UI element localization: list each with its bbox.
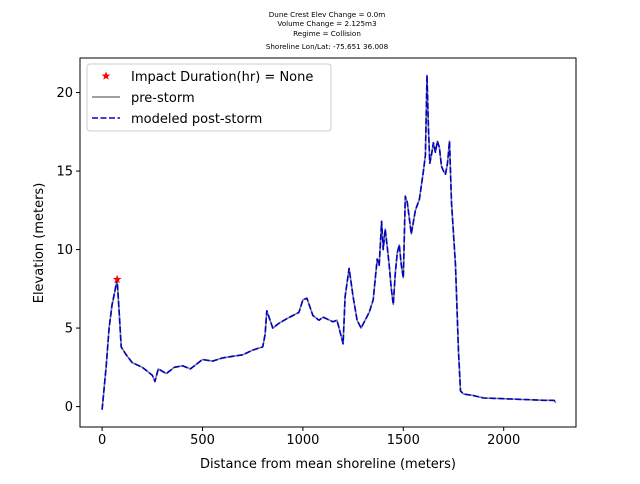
series-line-modeled-post-storm <box>101 74 557 410</box>
legend: Impact Duration(hr) = None pre-storm mod… <box>86 63 332 132</box>
x-tick-label: 500 <box>190 433 215 448</box>
legend-box <box>86 63 332 132</box>
impact-point-marker <box>112 274 122 284</box>
title-line: Shoreline Lon/Lat: -75.651 36.008 <box>266 42 389 51</box>
y-tick-label: 15 <box>56 165 73 180</box>
y-tick-label: 10 <box>56 243 73 258</box>
y-axis-label: Elevation (meters) <box>32 183 47 304</box>
x-axis-label: Distance from mean shoreline (meters) <box>200 457 456 472</box>
x-tick-label: 1500 <box>387 433 420 448</box>
legend-label-pre-storm: pre-storm <box>131 91 195 106</box>
plot-lines <box>101 74 557 410</box>
y-tick-label: 20 <box>56 86 73 101</box>
y-tick-label: 5 <box>65 322 73 337</box>
x-axis-ticks: 0 500 1000 1500 2000 <box>98 427 520 448</box>
title-line: Regime = Collision <box>293 29 361 38</box>
x-tick-label: 2000 <box>487 433 520 448</box>
x-tick-label: 0 <box>98 433 106 448</box>
chart-title-group: Dune Crest Elev Change = 0.0m Volume Cha… <box>266 10 389 51</box>
y-axis-ticks: 0 5 10 15 20 <box>56 86 80 415</box>
legend-label-post-storm: modeled post-storm <box>131 112 262 127</box>
y-tick-label: 0 <box>65 400 73 415</box>
legend-label-impact: Impact Duration(hr) = None <box>131 70 313 85</box>
title-line: Volume Change = 2.125m3 <box>277 19 376 28</box>
legend-star-marker <box>101 71 111 80</box>
title-line: Dune Crest Elev Change = 0.0m <box>269 10 385 19</box>
x-tick-label: 1000 <box>286 433 319 448</box>
plot-frame <box>79 57 577 428</box>
